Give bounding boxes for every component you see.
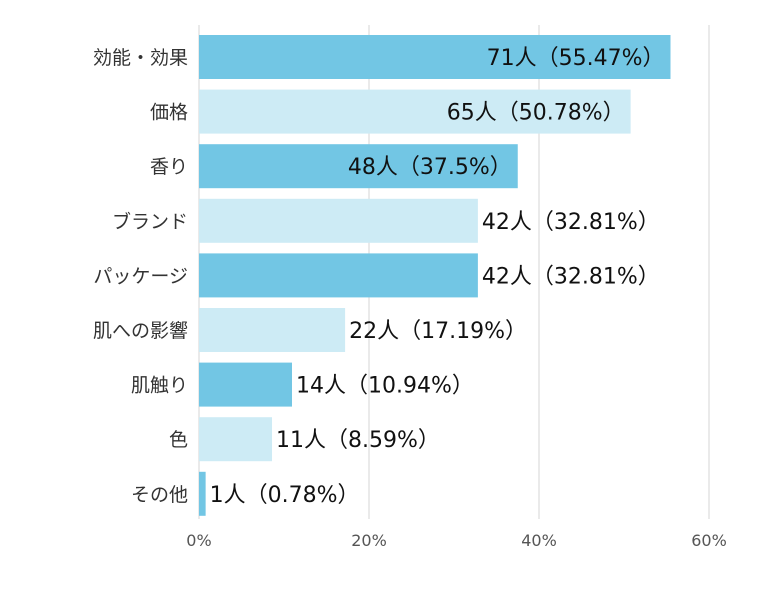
x-tick-label: 40%	[521, 531, 557, 550]
data-label: 42人（32.81%）	[482, 264, 660, 289]
bar	[199, 308, 346, 352]
bar	[199, 253, 478, 298]
category-label: 肌触り	[131, 375, 188, 397]
bar	[199, 471, 206, 516]
x-tick-label: 0%	[186, 531, 211, 550]
category-label: 肌への影響	[93, 320, 188, 342]
data-label: 42人（32.81%）	[482, 210, 660, 235]
data-label: 14人（10.94%）	[296, 374, 474, 399]
data-label: 11人（8.59%）	[276, 428, 440, 453]
bar	[199, 89, 631, 134]
data-label: 48人（37.5%）	[348, 155, 512, 180]
x-tick-label: 60%	[691, 531, 727, 550]
bar	[199, 362, 292, 407]
category-label: 価格	[150, 102, 188, 124]
data-label: 65人（50.78%）	[447, 101, 625, 126]
bar	[199, 417, 273, 462]
category-label: パッケージ	[93, 265, 188, 287]
bar	[199, 144, 518, 189]
x-tick-label: 20%	[351, 531, 387, 550]
x-axis-ticks: 0% 20% 40% 60%	[186, 531, 726, 550]
category-label: 効能・効果	[93, 47, 188, 69]
category-label: その他	[131, 484, 188, 506]
bar	[199, 198, 478, 243]
data-label: 22人（17.19%）	[349, 319, 527, 344]
data-label: 1人（0.78%）	[210, 483, 360, 508]
bar	[199, 35, 671, 79]
data-labels: 71人（55.47%） 65人（50.78%） 48人（37.5%） 42人（32.8…	[210, 46, 665, 508]
category-label: 色	[169, 429, 188, 451]
data-label: 71人（55.47%）	[487, 46, 665, 71]
bars	[199, 35, 671, 516]
category-label: 香り	[150, 156, 188, 178]
category-label: ブランド	[112, 210, 188, 233]
